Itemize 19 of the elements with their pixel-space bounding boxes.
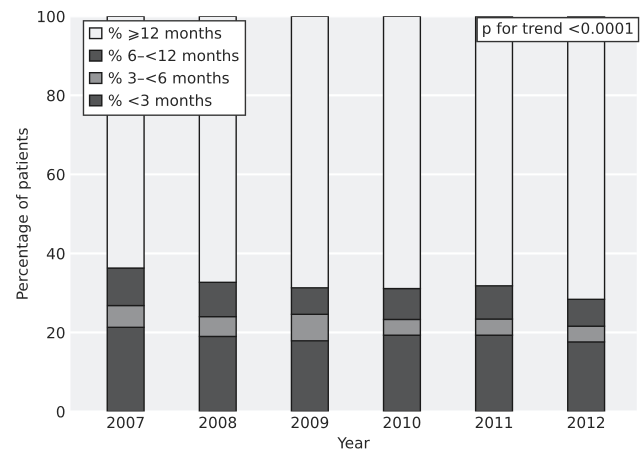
x-tick-label: 2009 [292, 416, 328, 428]
y-tick-label: 0 [56, 406, 65, 418]
legend-label: % 6–<12 months [108, 49, 239, 62]
y-tick-label: 80 [47, 90, 65, 102]
legend-label: % <3 months [108, 94, 212, 106]
annotation: p for trend <0.0001 [483, 22, 633, 37]
x-axis-title: Year [337, 437, 370, 449]
x-tick-label: 2007 [107, 416, 144, 428]
x-tick-label: 2008 [199, 416, 236, 428]
x-tick-label: 2010 [384, 416, 420, 428]
legend-label: % ⩾12 months [108, 26, 222, 40]
y-tick-label: 100 [38, 10, 65, 22]
y-tick-label: 60 [47, 168, 65, 180]
y-tick-label: 40 [46, 248, 65, 260]
legend-label: % 3–<6 months [108, 72, 229, 84]
y-axis-title: Percentage of patients [16, 128, 31, 299]
x-tick-label: 2012 [568, 416, 604, 428]
x-tick-label: 2011 [476, 416, 512, 428]
y-tick-label: 20 [47, 326, 65, 338]
